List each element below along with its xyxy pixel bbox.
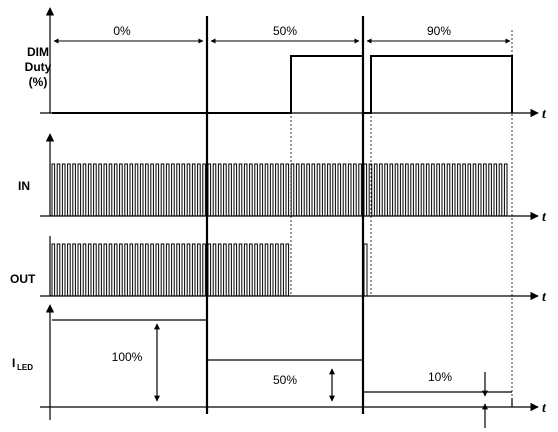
iled-label-interval-3: 10% [428,370,452,384]
out-label: OUT [10,272,36,286]
out-pulse-train [51,243,368,297]
iled-label-sub: LED [17,363,33,372]
dim-label-line-1: DIM [27,45,49,59]
dim-label-line-3: (%) [29,75,48,89]
dim-duty-waveform [52,55,513,114]
out-t-label: t [542,290,547,305]
duty-label-interval-2: 50% [273,24,297,38]
in-label: IN [18,179,30,193]
dim-label-line-2: Duty [25,60,52,74]
iled-label-main: I [12,356,15,370]
iled-label-interval-1: 100% [112,350,143,364]
iled-label: I LED [12,356,33,372]
duty-label-interval-3: 90% [427,24,451,38]
iled-t-label: t [542,401,547,416]
dim-t-label: t [542,107,547,122]
in-t-label: t [542,210,547,225]
in-pulse-train [51,163,510,217]
iled-label-interval-2: 50% [273,373,297,387]
duty-label-interval-1: 0% [113,24,131,38]
dim-duty-label: DIM Duty (%) [25,45,52,89]
